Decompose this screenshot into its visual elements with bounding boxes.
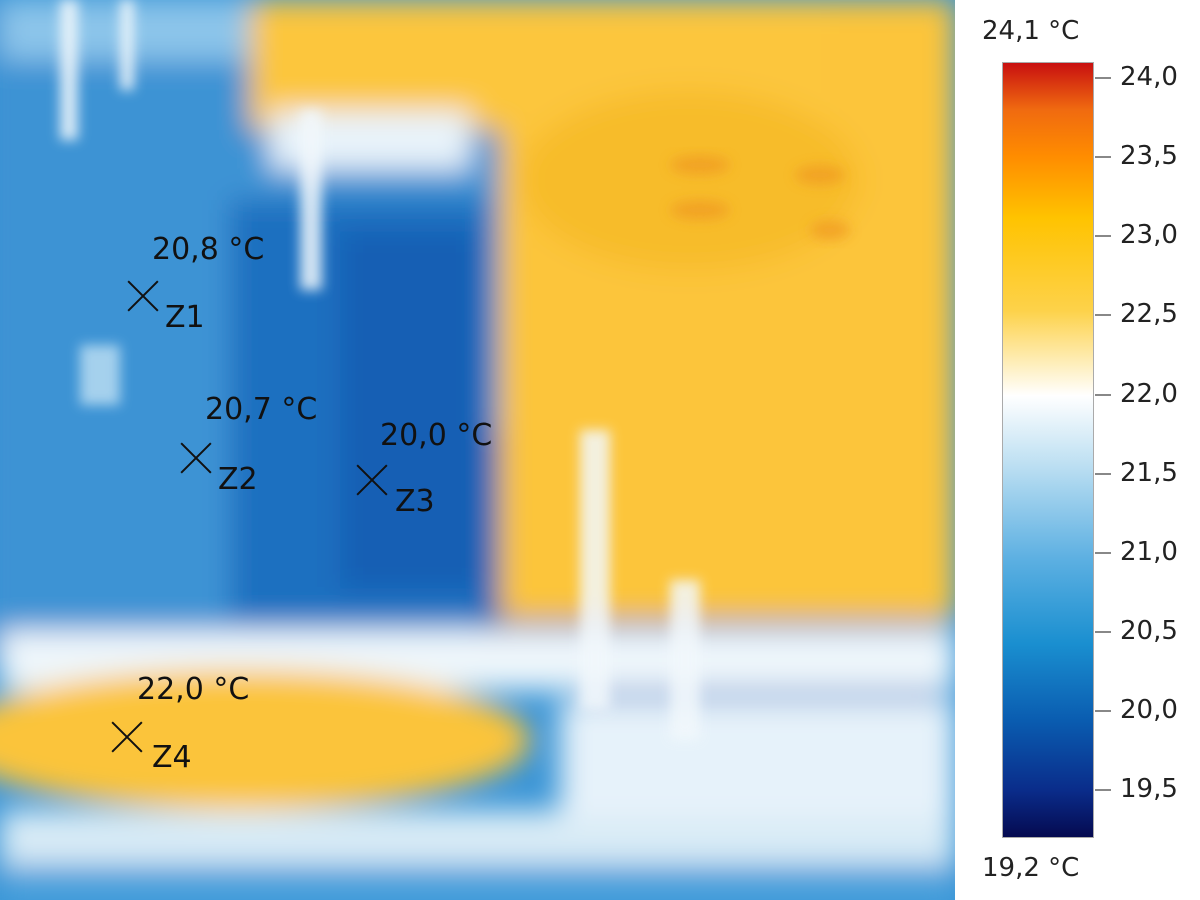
scale-tick-label: 21,0: [1120, 536, 1178, 567]
scale-tick: [1095, 393, 1111, 396]
marker-temp: 22,0 °C: [137, 672, 250, 707]
scale-tick: [1095, 314, 1111, 317]
scale-tick-label: 20,5: [1120, 616, 1178, 647]
scale-min-label: 19,2 °C: [982, 853, 1080, 883]
marker-id: Z2: [218, 462, 258, 497]
crosshair-icon: [179, 441, 213, 475]
scale-tick: [1095, 710, 1111, 713]
crosshair-icon: [126, 279, 160, 313]
scale-tick-label: 23,0: [1120, 220, 1178, 251]
scale-tick-label: 23,5: [1120, 141, 1178, 172]
scale-tick: [1095, 235, 1111, 238]
scale-tick: [1095, 76, 1111, 79]
scale-tick: [1095, 156, 1111, 159]
scale-tick: [1095, 551, 1111, 554]
marker-temp: 20,0 °C: [380, 418, 493, 453]
scale-tick-label: 22,0: [1120, 378, 1178, 409]
scale-max-label: 24,1 °C: [982, 16, 1080, 46]
crosshair-icon: [355, 463, 389, 497]
marker-temp: 20,7 °C: [205, 392, 318, 427]
thermal-image: [0, 0, 955, 900]
marker-id: Z3: [395, 484, 435, 519]
marker-id: Z1: [165, 300, 205, 335]
marker-temp: 20,8 °C: [152, 232, 265, 267]
scale-tick: [1095, 631, 1111, 634]
scale-tick-label: 21,5: [1120, 457, 1178, 488]
scale-tick: [1095, 472, 1111, 475]
scale-tick-label: 20,0: [1120, 695, 1178, 726]
scale-tick-label: 24,0: [1120, 61, 1178, 92]
crosshair-icon: [110, 720, 144, 754]
scale-tick-label: 19,5: [1120, 774, 1178, 805]
color-scale-bar: [1002, 62, 1094, 838]
scale-tick: [1095, 789, 1111, 792]
scale-tick-label: 22,5: [1120, 299, 1178, 330]
marker-id: Z4: [152, 740, 192, 775]
